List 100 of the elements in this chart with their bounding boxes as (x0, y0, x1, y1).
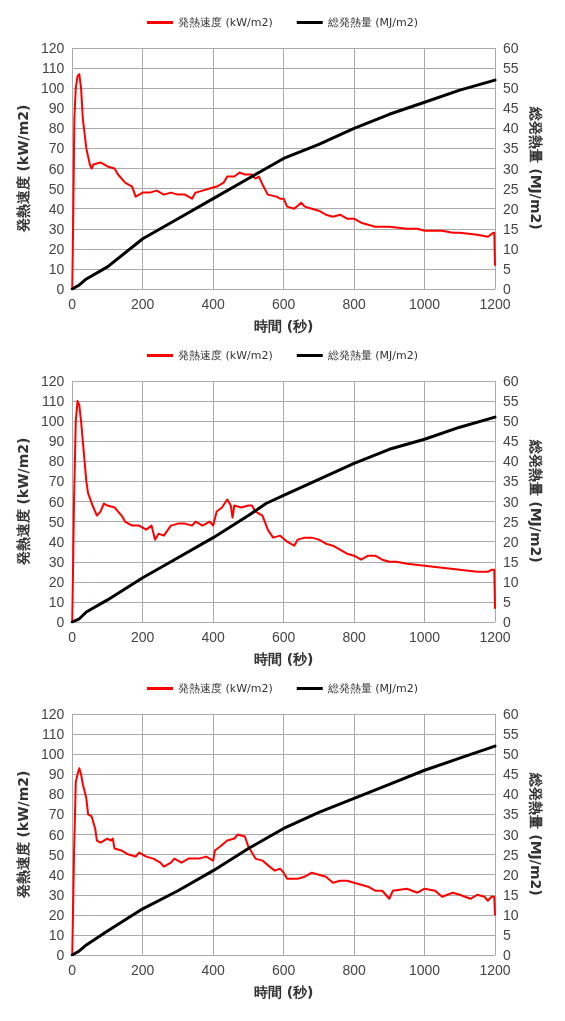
y2-tick-label: 5 (503, 260, 511, 277)
y-axis-title: 発熱速度 (kW/m2) (15, 770, 31, 900)
y-tick-label: 10 (48, 593, 65, 610)
x-tick-label: 400 (201, 629, 226, 645)
x-tick-label: 200 (131, 629, 155, 645)
y2-tick-label: 60 (503, 40, 519, 56)
legend-label: 発熱速度 (kW/m2) (178, 682, 273, 695)
x-tick-label: 0 (68, 962, 77, 978)
y-tick-label: 10 (48, 926, 65, 943)
y2-tick-label: 55 (503, 60, 519, 77)
y-tick-label: 70 (48, 806, 65, 823)
y2-tick-label: 20 (503, 533, 519, 550)
x-tick-label: 1000 (408, 962, 441, 978)
y-tick-label: 40 (48, 866, 65, 883)
y-axis-title: 発熱速度 (kW/m2) (15, 104, 31, 234)
x-tick-label: 200 (131, 296, 155, 312)
y-tick-label: 120 (40, 373, 65, 389)
y2-tick-label: 40 (503, 786, 519, 803)
y2-tick-label: 10 (503, 573, 519, 590)
legend-label: 発熱速度 (kW/m2) (178, 16, 273, 29)
y-tick-label: 120 (40, 706, 65, 722)
y2-tick-label: 0 (503, 281, 511, 297)
y-tick-label: 20 (48, 906, 65, 923)
y-tick-label: 50 (48, 180, 65, 197)
y-axis-title: 発熱速度 (kW/m2) (15, 437, 31, 567)
y2-tick-label: 5 (503, 593, 511, 610)
x-axis-title: 時間 (秒) (253, 984, 314, 1000)
x-tick-label: 600 (271, 629, 296, 645)
x-tick-label: 1200 (479, 296, 511, 312)
y-tick-label: 30 (48, 553, 65, 570)
y-tick-label: 0 (56, 614, 65, 630)
x-tick-label: 400 (201, 962, 226, 978)
y-tick-label: 0 (56, 281, 65, 297)
y2-tick-label: 50 (503, 746, 519, 763)
y2-tick-label: 50 (503, 413, 519, 430)
y-tick-label: 50 (48, 846, 65, 863)
y2-tick-label: 25 (503, 513, 519, 530)
y-tick-label: 0 (56, 947, 65, 963)
y-tick-label: 80 (48, 453, 65, 470)
x-tick-label: 1000 (408, 296, 441, 312)
x-tick-label: 0 (68, 296, 77, 312)
legend-label: 発熱速度 (kW/m2) (178, 349, 273, 362)
x-axis-title: 時間 (秒) (253, 651, 314, 667)
y2-tick-label: 40 (503, 120, 519, 137)
y2-tick-label: 40 (503, 453, 519, 470)
x-tick-label: 0 (68, 629, 77, 645)
x-tick-label: 600 (271, 296, 296, 312)
y2-tick-label: 10 (503, 906, 519, 923)
legend-label: 総発熱量 (MJ/m2) (326, 682, 418, 695)
y-tick-label: 100 (40, 746, 65, 763)
x-tick-label: 800 (342, 629, 366, 645)
y-tick-label: 30 (48, 220, 65, 237)
x-tick-label: 200 (131, 962, 155, 978)
y2-tick-label: 45 (503, 100, 519, 117)
y-tick-label: 10 (48, 260, 65, 277)
x-tick-label: 800 (342, 962, 366, 978)
y2-tick-label: 5 (503, 926, 511, 943)
y-tick-label: 80 (48, 120, 65, 137)
y2-tick-label: 60 (503, 706, 519, 722)
y-tick-label: 60 (48, 160, 65, 177)
y2-tick-label: 60 (503, 373, 519, 389)
y-tick-label: 110 (41, 726, 65, 743)
y-tick-label: 60 (48, 493, 65, 510)
y-tick-label: 90 (48, 433, 65, 450)
x-tick-label: 1000 (408, 629, 441, 645)
y2-axis-title: 総発熱量 (MJ/m2) (528, 439, 545, 563)
y2-tick-label: 15 (503, 220, 519, 237)
y-tick-label: 100 (40, 80, 65, 97)
y2-tick-label: 15 (503, 553, 519, 570)
y-tick-label: 90 (48, 766, 65, 783)
y-tick-label: 30 (48, 886, 65, 903)
y2-tick-label: 0 (503, 947, 511, 963)
y-tick-label: 110 (41, 393, 65, 410)
y2-tick-label: 0 (503, 614, 511, 630)
y-tick-label: 50 (48, 513, 65, 530)
y-tick-label: 90 (48, 100, 65, 117)
y2-tick-label: 20 (503, 866, 519, 883)
y2-tick-label: 45 (503, 433, 519, 450)
legend-label: 総発熱量 (MJ/m2) (326, 16, 418, 29)
y2-tick-label: 30 (503, 826, 519, 843)
y2-tick-label: 10 (503, 240, 519, 257)
y2-tick-label: 55 (503, 393, 519, 410)
y-tick-label: 20 (48, 240, 65, 257)
y-tick-label: 100 (40, 413, 65, 430)
y2-tick-label: 35 (503, 140, 519, 157)
x-tick-label: 600 (271, 962, 296, 978)
y2-tick-label: 35 (503, 806, 519, 823)
y-tick-label: 20 (48, 573, 65, 590)
y2-tick-label: 45 (503, 766, 519, 783)
y2-tick-label: 15 (503, 886, 519, 903)
y-tick-label: 40 (48, 200, 65, 217)
x-tick-label: 800 (342, 296, 366, 312)
y-tick-label: 60 (48, 826, 65, 843)
x-tick-label: 400 (201, 296, 226, 312)
y2-tick-label: 25 (503, 180, 519, 197)
y2-tick-label: 30 (503, 493, 519, 510)
y2-tick-label: 30 (503, 160, 519, 177)
y-tick-label: 120 (40, 40, 65, 56)
y2-tick-label: 35 (503, 473, 519, 490)
y2-tick-label: 55 (503, 726, 519, 743)
